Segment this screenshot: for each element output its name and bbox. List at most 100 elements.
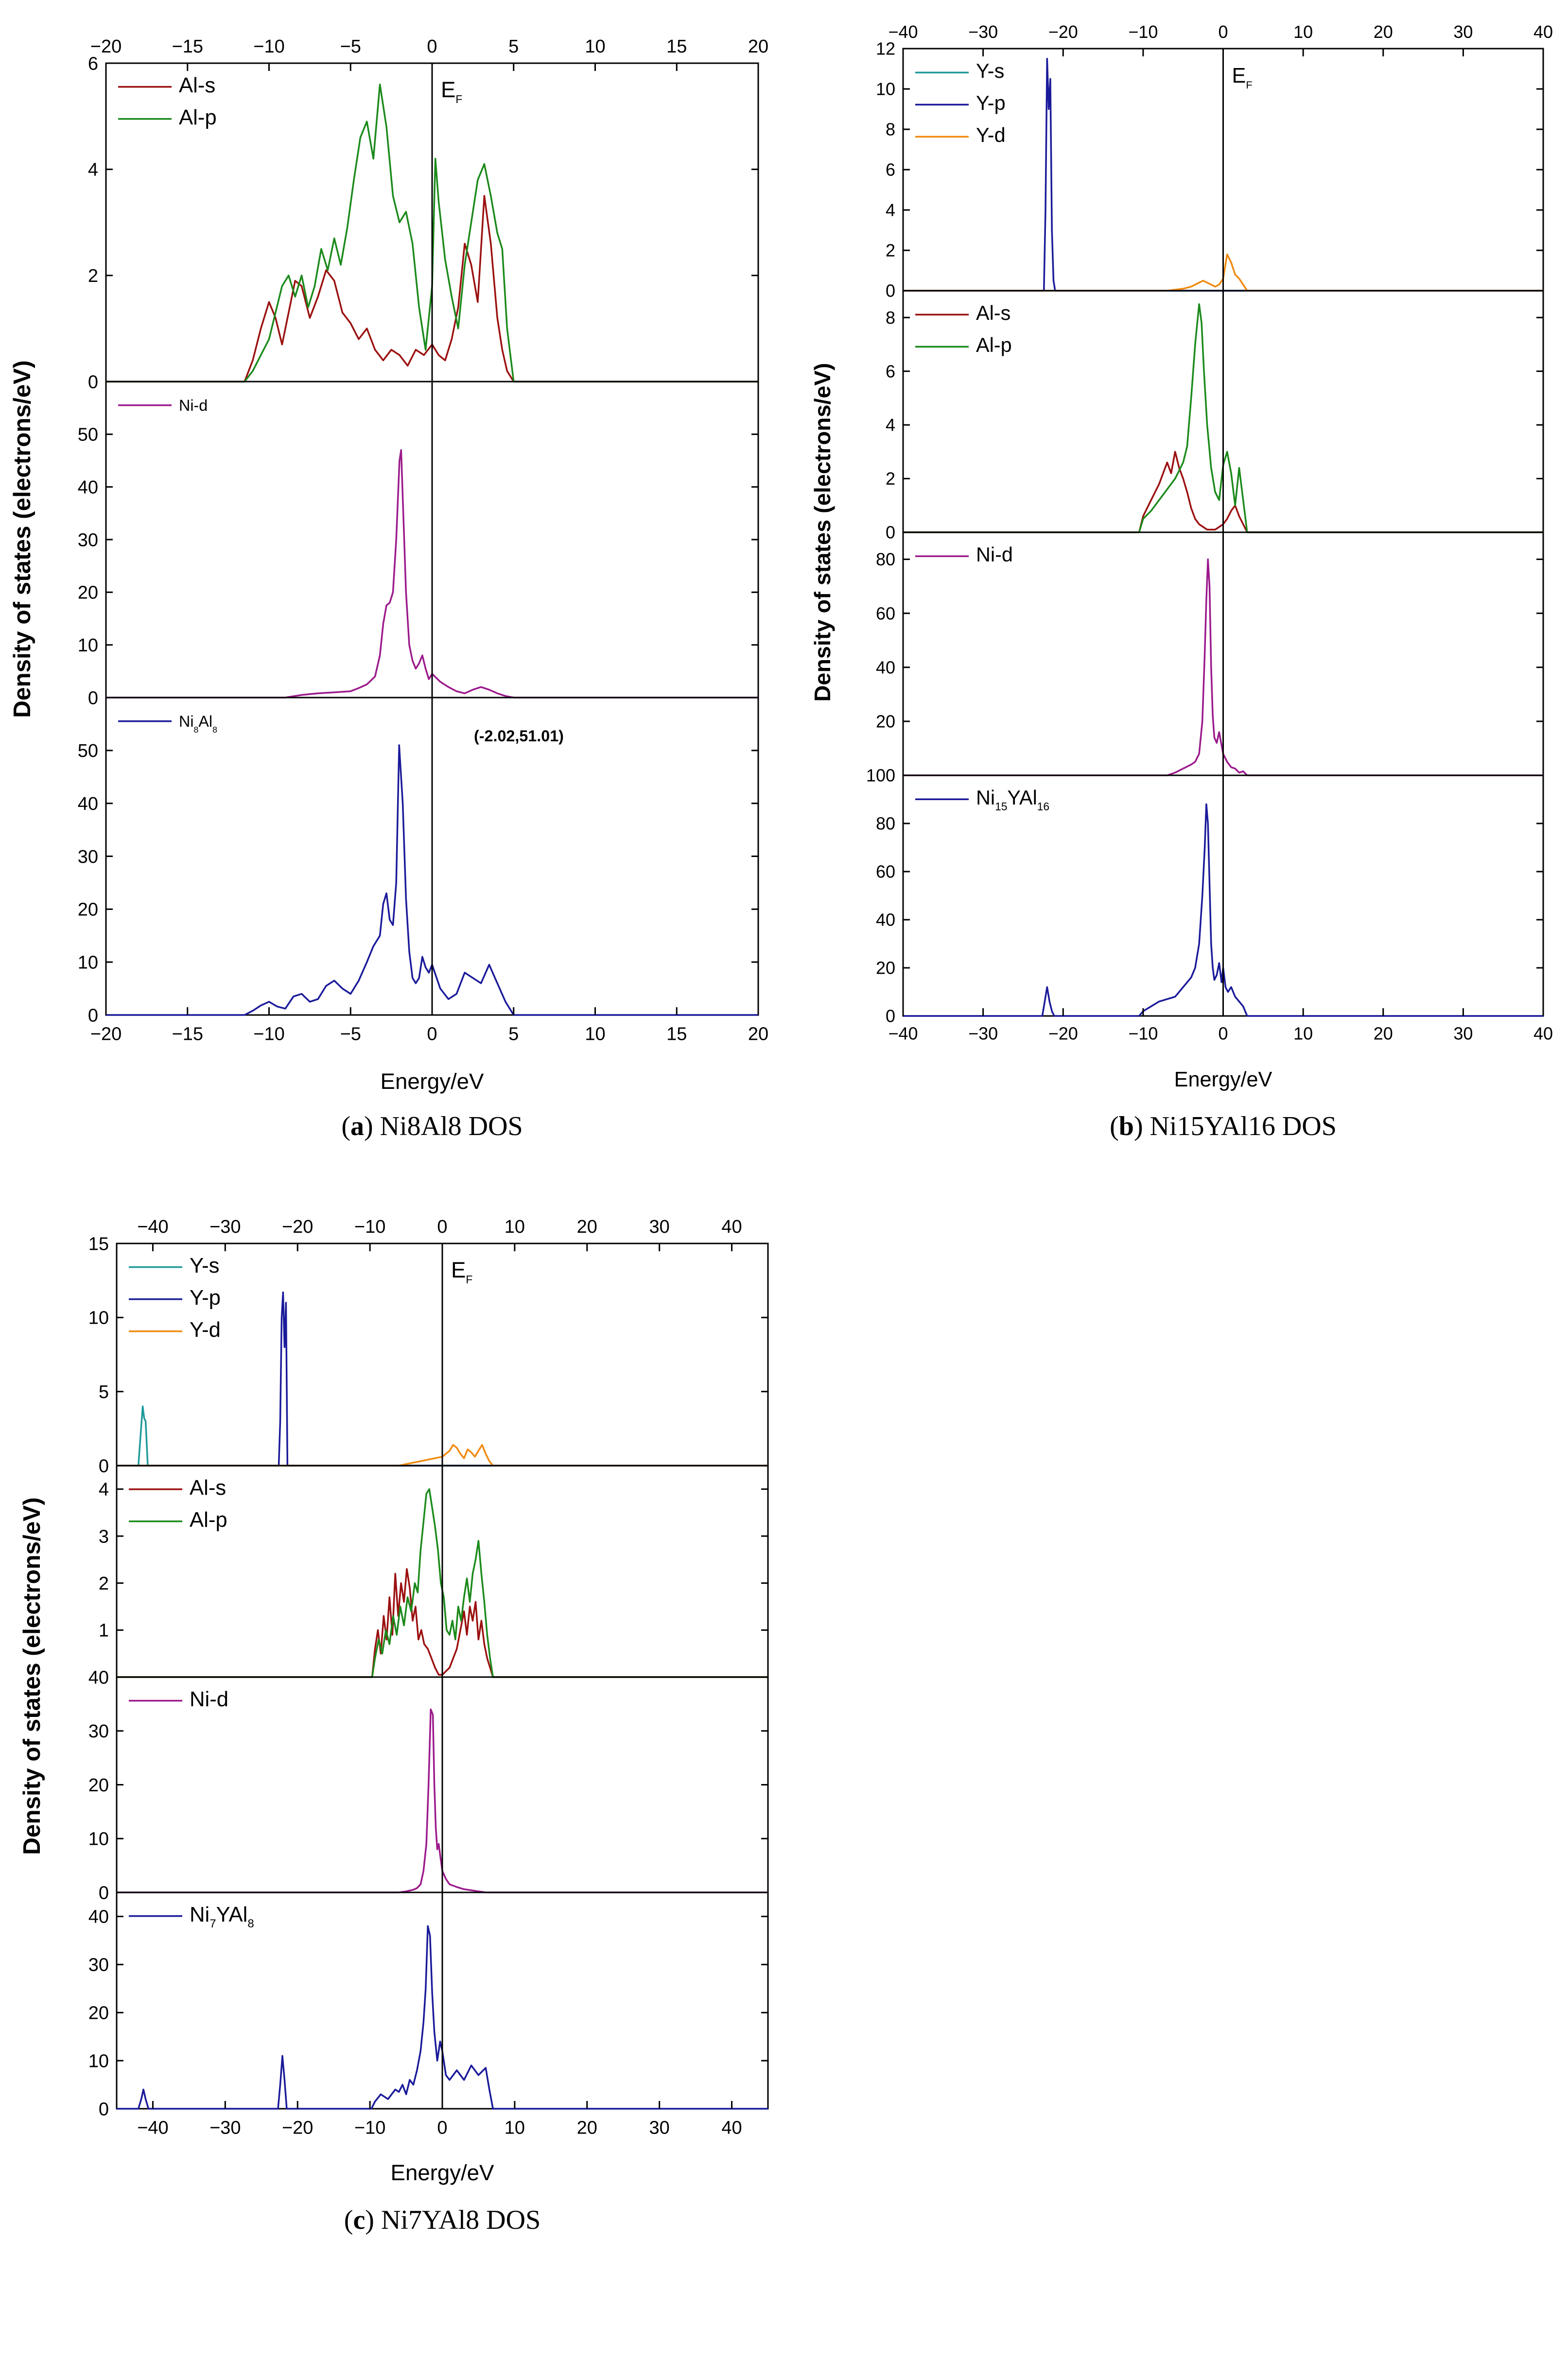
x-tick-label-top: 0 (1218, 22, 1228, 42)
legend-label: Y-p (190, 1286, 221, 1310)
x-tick-label-top: 10 (505, 1217, 525, 1237)
x-tick-label-top: 0 (427, 36, 437, 57)
legend-entry: Ni-d (915, 543, 1013, 566)
legend-label: Y-s (976, 60, 1004, 82)
x-tick-label: −30 (209, 2117, 241, 2138)
y-tick-label: 10 (78, 635, 98, 656)
legend-label: Ni15YAl16 (976, 787, 1049, 813)
y-tick-label: 20 (78, 583, 98, 603)
figure-caption: (a) Ni8Al8 DOS (341, 1111, 523, 1141)
y-tick-label: 20 (78, 900, 98, 920)
series-ni-d (106, 449, 758, 699)
legend-label: Al-p (976, 334, 1012, 356)
series-y-p (117, 1291, 768, 1467)
x-tick-label-top: 20 (577, 1217, 597, 1237)
x-tick-label-top: 15 (666, 36, 687, 57)
x-tick-label-top: 10 (585, 36, 605, 57)
x-tick-label: 10 (585, 1024, 605, 1044)
series-ni8al8 (106, 744, 758, 1016)
y-tick-label: 15 (88, 1234, 109, 1254)
panel-y: 0 2 4 6 8 10 12 Y-s Y-p Y-d (876, 39, 1544, 301)
x-tick-label-top: 0 (437, 1217, 447, 1237)
y-tick-label: 40 (88, 1907, 109, 1927)
legend-label: Al-s (976, 302, 1010, 324)
y-tick-label: 0 (886, 1006, 895, 1026)
x-tick-label: −20 (282, 2117, 313, 2138)
y-tick-label: 0 (99, 1883, 109, 1903)
figure-caption: (b) Ni15YAl16 DOS (1110, 1111, 1337, 1141)
legend-entry: Ni7YAl8 (129, 1903, 254, 1930)
x-tick-label-top: 30 (649, 1217, 670, 1237)
y-tick-label: 0 (99, 1456, 109, 1476)
fermi-label: EF (1232, 64, 1253, 91)
y-tick-label: 50 (78, 425, 98, 445)
x-tick-label: 40 (1533, 1024, 1553, 1044)
y-tick-label: 40 (88, 1667, 109, 1688)
legend-entry: Y-p (915, 92, 1006, 114)
legend-entry: Al-s (915, 302, 1010, 324)
legend-label: Ni-d (976, 543, 1013, 566)
fermi-label: EF (451, 1258, 472, 1286)
legend-label: Y-p (976, 92, 1006, 114)
series-al-p (106, 83, 758, 383)
y-tick-label: 12 (876, 39, 895, 59)
x-tick-label: 30 (1453, 1024, 1473, 1044)
x-axis-label: Energy/eV (1174, 1068, 1272, 1091)
series-al-p (903, 303, 1543, 533)
y-tick-label: 4 (886, 415, 895, 435)
fermi-label: EF (441, 77, 462, 105)
x-tick-label: 0 (437, 2117, 447, 2138)
y-tick-label: 0 (88, 688, 98, 708)
x-tick-label-top: −10 (253, 36, 284, 57)
legend-entry: Ni15YAl16 (915, 787, 1049, 813)
y-tick-label: 6 (886, 160, 895, 180)
x-tick-label-top: −30 (209, 1217, 241, 1237)
x-tick-label-top: 10 (1293, 22, 1313, 42)
panel-ni: 0 10 20 30 40 50 Ni-d (78, 381, 759, 708)
x-tick-label: 5 (508, 1024, 519, 1044)
x-tick-label: −5 (340, 1024, 361, 1044)
x-tick-label: 20 (577, 2117, 597, 2138)
x-tick-label-top: −20 (90, 36, 122, 57)
x-tick-label-top: 40 (721, 1217, 742, 1237)
y-tick-label: 10 (78, 952, 98, 973)
y-tick-label: 8 (886, 120, 895, 140)
y-tick-label: 8 (886, 308, 895, 328)
x-tick-label: 40 (721, 2117, 742, 2138)
x-tick-label-top: 30 (1453, 22, 1473, 42)
legend-entry: Al-p (915, 334, 1012, 356)
legend-label: Ni8Al8 (179, 713, 217, 735)
x-tick-label: −10 (1128, 1024, 1158, 1044)
x-tick-label: −10 (253, 1024, 284, 1044)
series-y-s (117, 1405, 768, 1467)
x-tick-label-top: 40 (1533, 22, 1553, 42)
legend-label: Ni7YAl8 (190, 1903, 254, 1930)
series-ni-d (117, 1708, 768, 1893)
legend-entry: Al-p (118, 105, 217, 129)
panel-total: 0 20 40 60 80 100 Ni15YAl16 (866, 766, 1544, 1026)
y-tick-label: 0 (886, 281, 895, 301)
legend-entry: Ni8Al8 (118, 713, 217, 735)
figure-caption: (c) Ni7YAl8 DOS (344, 2205, 540, 2235)
y-tick-label: 80 (876, 549, 895, 569)
legend-entry: Y-s (915, 60, 1004, 82)
legend-entry: Ni-d (129, 1687, 228, 1711)
y-axis-label: Density of states (electrons/eV) (9, 360, 35, 718)
y-tick-label: 0 (886, 523, 895, 542)
y-tick-label: 10 (88, 2051, 109, 2071)
y-tick-label: 20 (88, 2003, 109, 2024)
x-tick-label-top: −10 (354, 1217, 385, 1237)
x-tick-label-top: −30 (968, 22, 998, 42)
x-tick-label: 20 (1374, 1024, 1393, 1044)
y-tick-label: 0 (88, 1005, 98, 1026)
x-tick-label-top: −40 (137, 1217, 168, 1237)
y-tick-label: 20 (88, 1775, 109, 1796)
legend-entry: Ni-d (118, 397, 208, 414)
y-tick-label: 5 (99, 1382, 109, 1402)
x-tick-label: 10 (1293, 1024, 1313, 1044)
y-tick-label: 4 (88, 160, 98, 180)
y-tick-label: 3 (99, 1526, 109, 1547)
x-tick-label-top: 20 (1374, 22, 1393, 42)
y-tick-label: 10 (88, 1308, 109, 1329)
